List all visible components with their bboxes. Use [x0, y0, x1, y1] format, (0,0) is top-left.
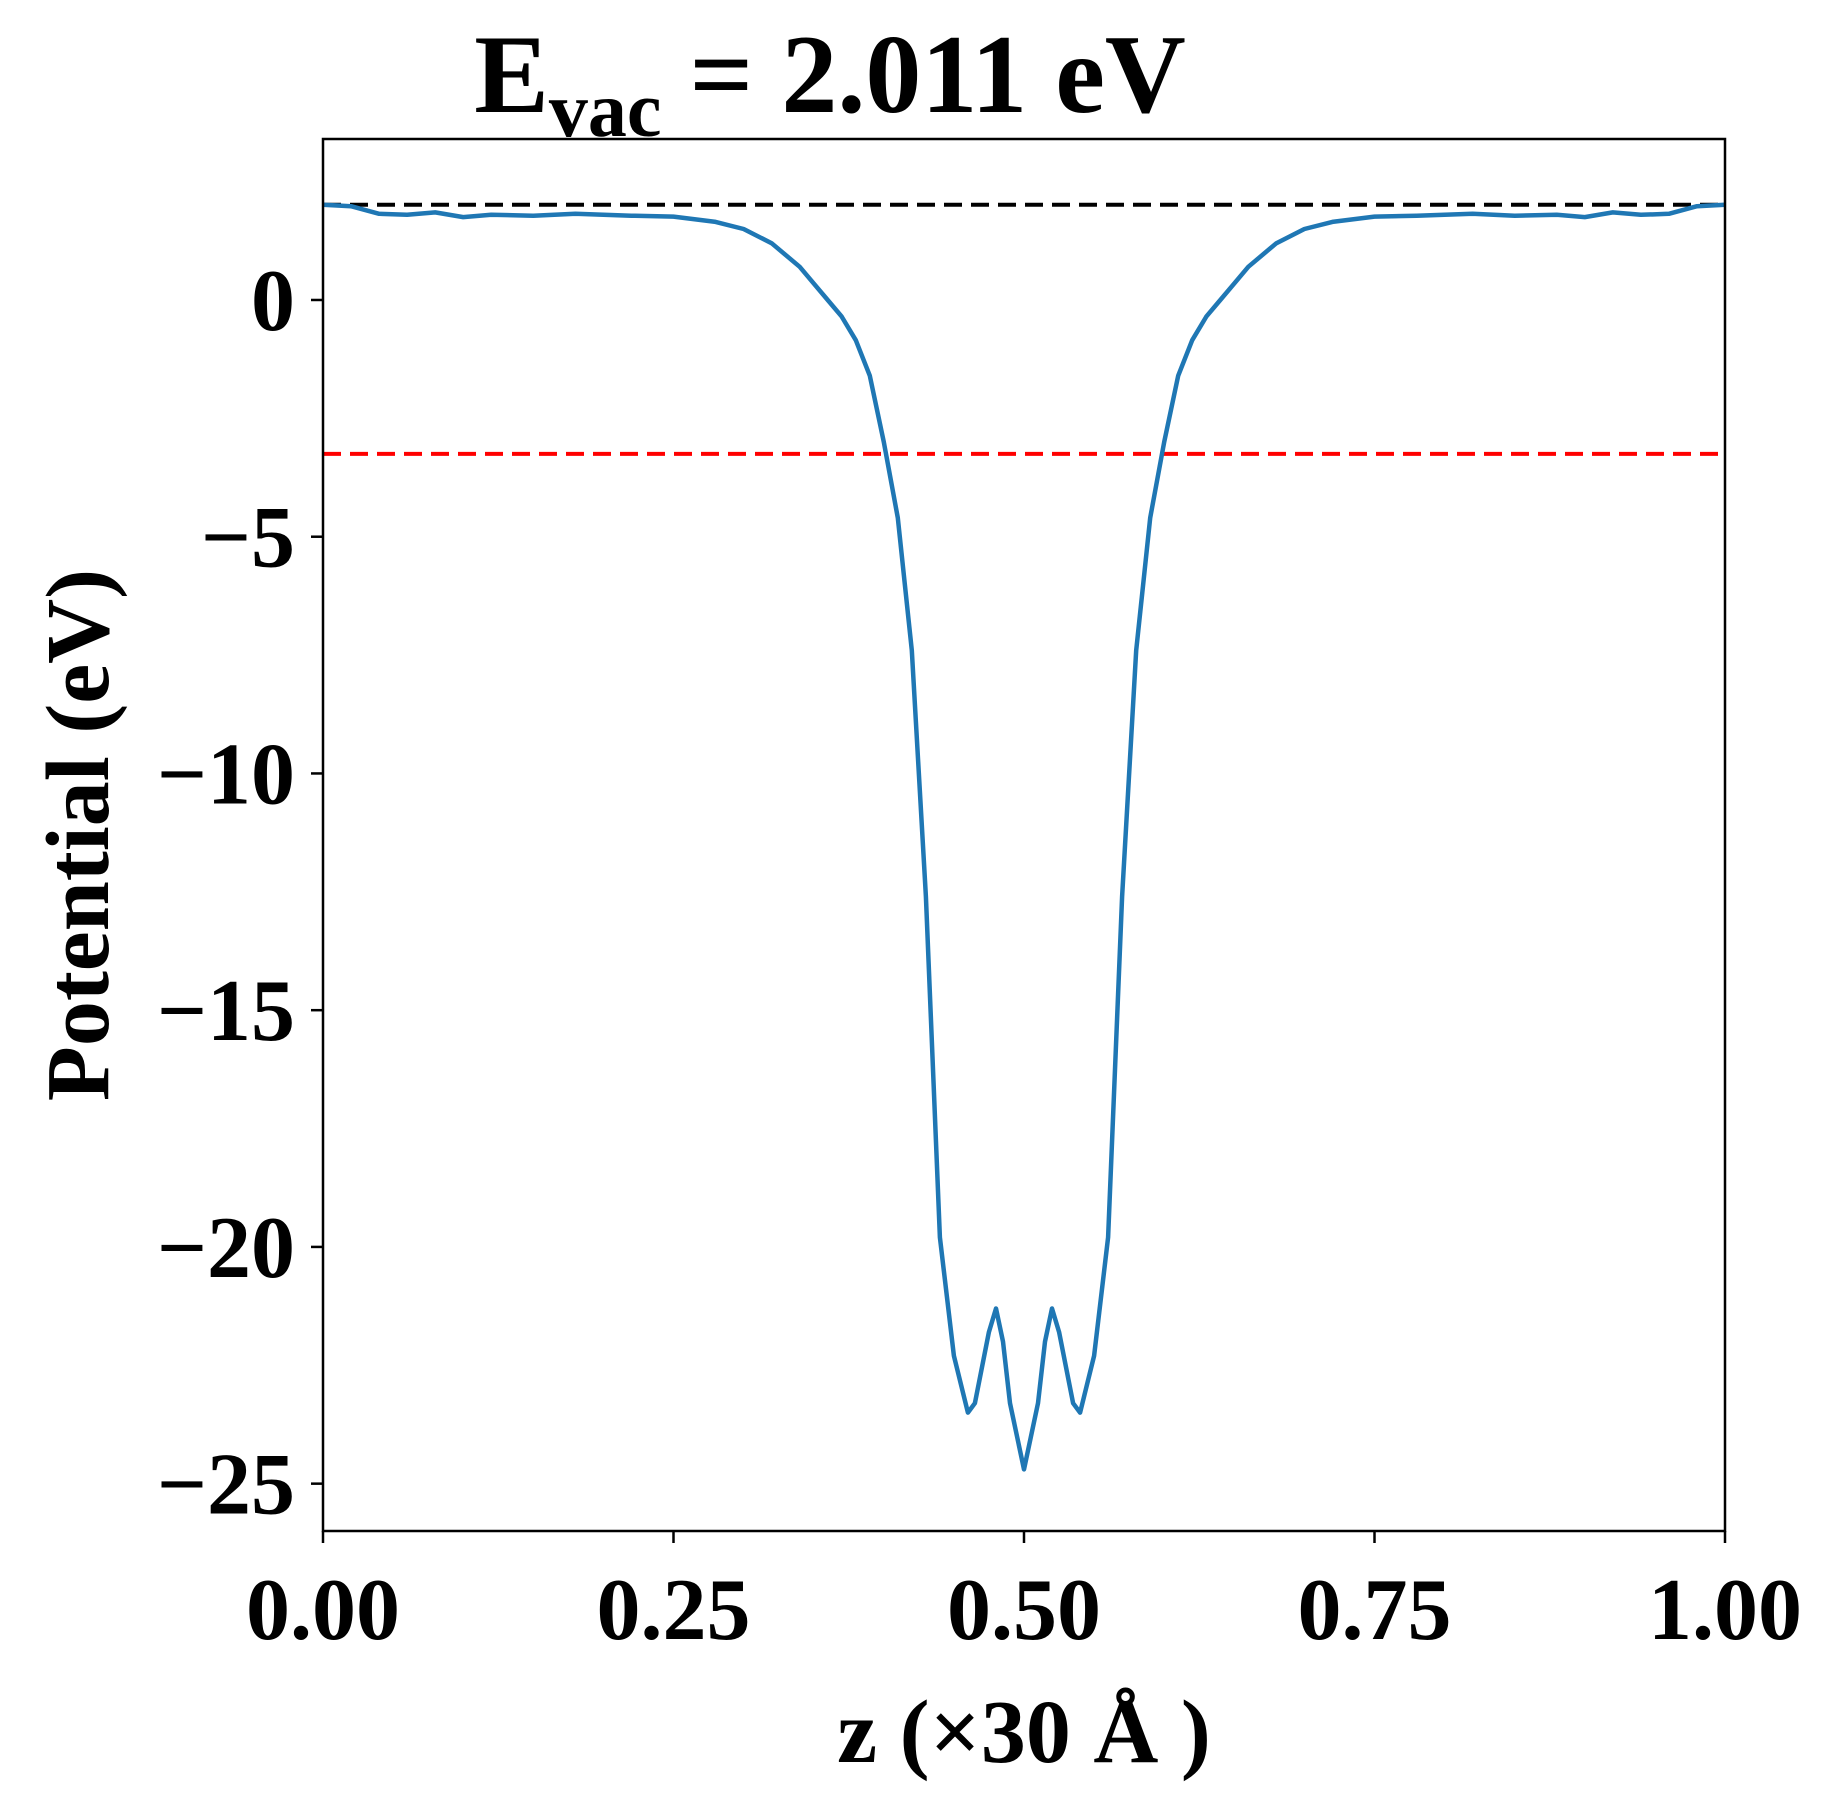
x-tick-label: 0.25 [597, 1562, 751, 1659]
series-line-0 [322, 202, 1726, 1472]
x-axis-label: z (×30 Å ) [837, 1683, 1211, 1782]
y-tick-label: −25 [157, 1437, 295, 1534]
chart-title: Evac = 2.011 eV [474, 13, 1186, 153]
title-main: E [474, 13, 549, 137]
y-tick-label: −15 [157, 963, 295, 1060]
y-tick-label: 0 [251, 253, 295, 350]
y-axis-label: Potential (eV) [29, 569, 128, 1101]
x-tick-label: 1.00 [1648, 1562, 1802, 1659]
y-tick-label: −5 [201, 490, 295, 587]
x-tick-label: 0.75 [1298, 1562, 1452, 1659]
axes-frame [321, 137, 1727, 1533]
y-tick-label: −20 [157, 1200, 295, 1297]
y-tick-label: −10 [157, 726, 295, 823]
x-tick-label: 0.00 [246, 1562, 400, 1659]
plot-area: 0.00 0.25 0.50 0.75 1.00 0 −5 −10 −15 −20 −25 [157, 137, 1802, 1659]
title-rest: = 2.011 eV [662, 13, 1186, 137]
x-tick-label: 0.50 [947, 1562, 1101, 1659]
